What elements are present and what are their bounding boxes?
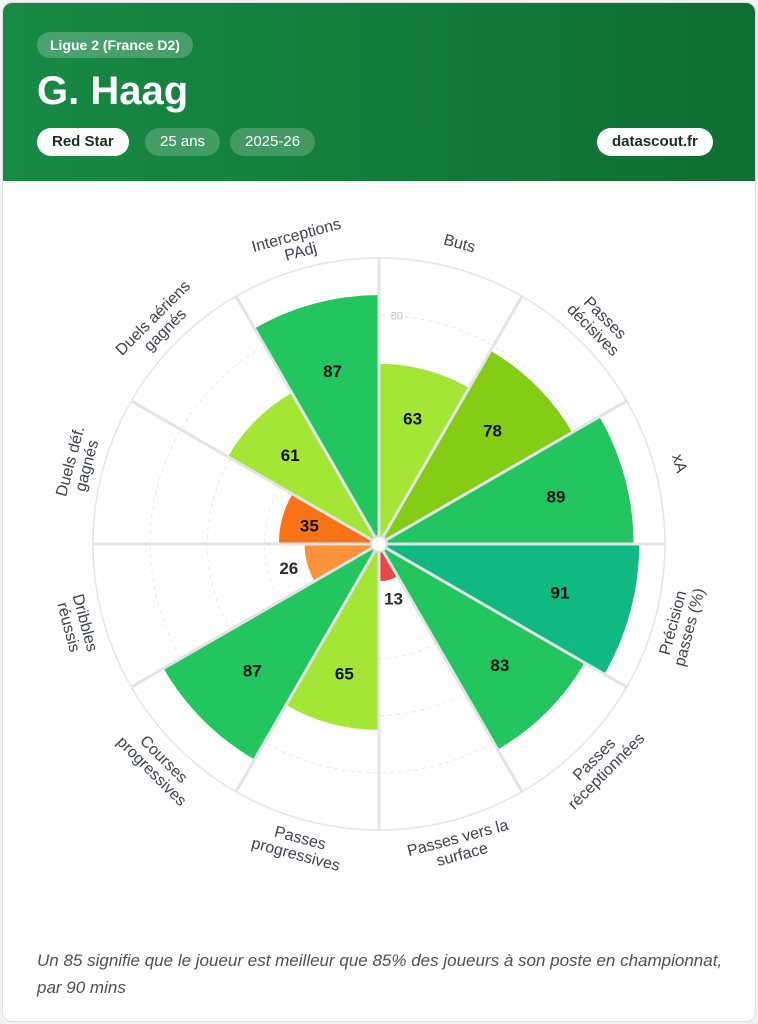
radar-value-label: 83 bbox=[490, 656, 509, 675]
age-badge: 25 ans bbox=[145, 128, 221, 156]
footnote: Un 85 signifie que le joueur est meilleu… bbox=[37, 951, 723, 997]
league-badge: Ligue 2 (France D2) bbox=[37, 32, 193, 58]
radar-category-label-xa: xA bbox=[668, 452, 689, 475]
radar-value-label: 13 bbox=[384, 589, 403, 608]
radar-separator bbox=[130, 399, 380, 546]
radar-value-label: 78 bbox=[483, 421, 502, 440]
radar-center-hub bbox=[370, 535, 388, 553]
radar-separator bbox=[130, 542, 380, 689]
radar-category-label-duels-def-gagnes: Duels déf.gagnés bbox=[53, 424, 104, 502]
radar-slice-passes-decisives bbox=[379, 350, 573, 544]
radar-slice-duels-aeriens-gagnes bbox=[227, 392, 379, 544]
radar-scale-label: 80 bbox=[391, 310, 403, 322]
radar-value-label: 63 bbox=[403, 410, 422, 429]
radar-separator bbox=[377, 543, 524, 793]
radar-slice-xa bbox=[379, 416, 634, 544]
radar-slice-buts bbox=[379, 363, 470, 544]
club-badge: Red Star bbox=[37, 128, 129, 156]
brand-badge[interactable]: datascout.fr bbox=[597, 128, 713, 156]
radar-value-label: 89 bbox=[547, 488, 566, 507]
radar-slice-courses-progressives bbox=[163, 544, 379, 760]
percentile-radar-chart: 80637889918313658726356187ButsPassesdéci… bbox=[52, 216, 709, 875]
radar-slice-precision-passes bbox=[379, 544, 640, 675]
radar-category-label-dribbles-reussis: Dribblesréussis bbox=[52, 592, 100, 657]
radar-value-label: 87 bbox=[323, 362, 342, 381]
radar-value-label: 91 bbox=[551, 584, 570, 603]
radar-value-label: 35 bbox=[300, 516, 319, 535]
radar-value-label: 65 bbox=[335, 664, 354, 683]
radar-separator bbox=[378, 542, 628, 689]
radar-separator bbox=[234, 543, 381, 793]
radar-category-label-buts: Buts bbox=[442, 232, 477, 257]
radar-value-label: 26 bbox=[279, 559, 298, 578]
player-name: G. Haag bbox=[37, 69, 189, 113]
radar-value-label: 87 bbox=[243, 662, 262, 681]
radar-separator bbox=[377, 295, 524, 545]
radar-separator bbox=[378, 399, 628, 546]
radar-slice-duels-def-gagnes bbox=[278, 493, 379, 544]
radar-slice-passes-progressives bbox=[286, 544, 379, 730]
radar-slice-passes-receptionnees bbox=[379, 544, 585, 750]
radar-separator bbox=[234, 295, 381, 545]
season-badge: 2025-26 bbox=[230, 128, 316, 156]
radar-category-label-passes-progressives: Passesprogressives bbox=[250, 819, 346, 875]
radar-value-label: 61 bbox=[281, 446, 300, 465]
radar-slice-interceptions-padj bbox=[254, 295, 379, 544]
radar-category-label-precision-passes: Précisionpasses (%) bbox=[655, 582, 709, 668]
card-header: Ligue 2 (France D2) G. Haag Red Star 25 … bbox=[3, 3, 755, 181]
